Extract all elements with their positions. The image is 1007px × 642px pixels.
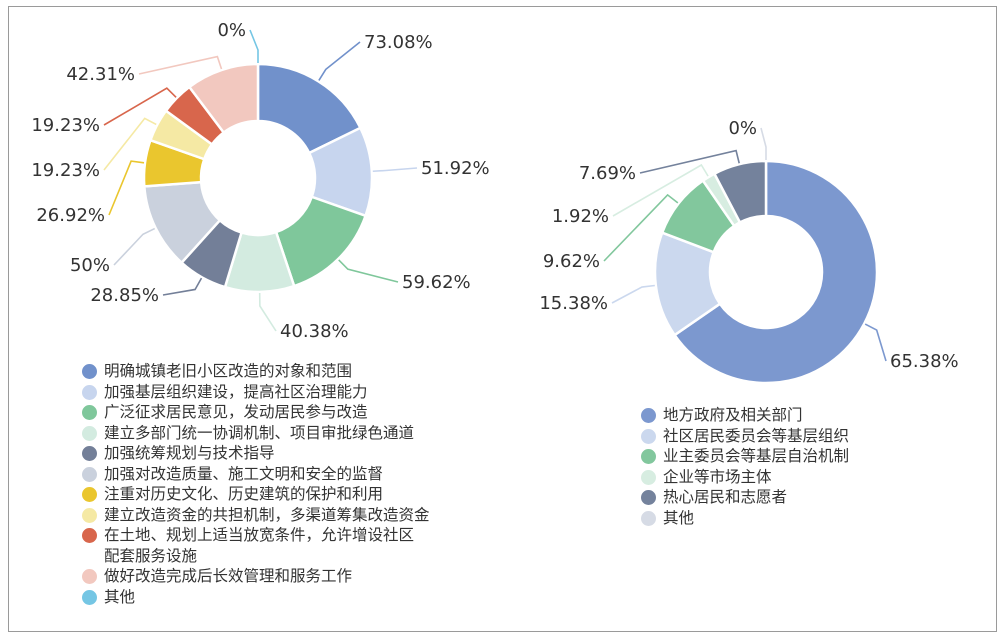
legend-item-0-10: 其他 — [82, 587, 482, 608]
legend-label: 地方政府及相关部门 — [663, 406, 803, 424]
legend-item-0-3: 建立多部门统一协调机制、项目审批绿色通道 — [82, 423, 482, 444]
legend-swatch — [82, 487, 97, 502]
legend-swatch — [82, 507, 97, 523]
legend-label: 其他 — [663, 508, 695, 527]
data-label-0-3: 40.38% — [280, 321, 349, 342]
legend-swatch — [82, 425, 97, 441]
legend-swatch — [82, 364, 97, 379]
leader-line-0-9 — [138, 55, 223, 75]
data-label-1-1: 15.38% — [539, 293, 608, 314]
legend-item-0-9: 做好改造完成后长效管理和服务工作 — [82, 566, 482, 587]
legend-right: 地方政府及相关部门社区居民委员会等基层组织 业主委员会等基层自治机制 企业等市场主体… — [641, 405, 971, 528]
legend-label: 广泛征求居民意见，发动居民参与改造 — [104, 403, 368, 421]
leader-line-1-2 — [603, 193, 679, 262]
leader-line-0-8 — [103, 87, 177, 126]
legend-item-0-5: 加强对改造质量、施工文明和安全的监督 — [82, 464, 482, 485]
legend-label: 热心居民和志愿者 — [663, 488, 788, 506]
legend-item-1-5: 其他 — [641, 508, 971, 529]
leader-line-0-4 — [162, 277, 203, 296]
leader-line-0-3 — [258, 292, 277, 332]
slice-0-9 — [187, 62, 260, 135]
legend-swatch — [82, 528, 97, 543]
data-label-0-9: 42.31% — [66, 64, 135, 85]
leader-line-1-3 — [612, 163, 709, 217]
legend-swatch — [641, 449, 656, 464]
data-label-1-4: 7.69% — [579, 163, 636, 184]
legend-label: 企业等市场主体 — [663, 467, 772, 486]
legend-label: 建立改造资金的共担机制，多渠道筹集改造资金 — [104, 505, 430, 524]
data-label-1-5: 0% — [728, 118, 757, 139]
legend-swatch — [82, 569, 97, 584]
data-label-0-10: 0% — [217, 20, 246, 41]
legend-swatch — [82, 405, 97, 420]
leader-line-0-6 — [108, 160, 145, 216]
legend-label: 社区居民委员会等基层组织 — [663, 426, 850, 445]
data-label-0-8: 19.23% — [31, 115, 100, 136]
data-label-0-0: 73.08% — [364, 32, 433, 53]
legend-label: 做好改造完成后长效管理和服务工作 — [104, 567, 353, 585]
legend-swatch — [82, 589, 97, 605]
leader-line-0-1 — [372, 167, 418, 173]
legend-label: 加强统筹规划与技术指导 — [104, 444, 275, 462]
leader-line-0-0 — [318, 41, 361, 81]
data-label-0-4: 28.85% — [90, 285, 159, 306]
data-label-1-0: 65.38% — [890, 351, 959, 372]
legend-label: 其他 — [104, 587, 136, 606]
data-label-1-2: 9.62% — [543, 251, 600, 272]
legend-item-1-0: 地方政府及相关部门 — [641, 405, 971, 426]
legend-label: 在土地、规划上适当放宽条件，允许增设社区 — [104, 526, 415, 544]
leader-line-1-1 — [611, 284, 655, 304]
legend-swatch — [641, 408, 656, 423]
legend-item-0-0: 明确城镇老旧小区改造的对象和范围 — [82, 361, 482, 382]
donut-chart-right: 65.38% 15.38% 9.62% 1.92% 7.69% 0% — [539, 118, 959, 385]
data-label-0-1: 51.92% — [421, 158, 490, 179]
slice-1-4 — [712, 159, 768, 225]
legend-swatch — [641, 510, 656, 526]
legend-swatch — [641, 490, 656, 505]
legend-label: 建立多部门统一协调机制、项目审批绿色通道 — [104, 423, 415, 442]
legend-label: 业主委员会等基层自治机制 — [663, 447, 850, 465]
data-label-0-2: 59.62% — [402, 272, 471, 293]
leader-line-0-5 — [113, 227, 156, 266]
legend-label: 加强基层组织建设，提高社区治理能力 — [104, 382, 368, 401]
legend-swatch — [82, 466, 97, 482]
legend-label: 注重对历史文化、历史建筑的保护和利用 — [104, 485, 384, 503]
legend-left: 明确城镇老旧小区改造的对象和范围 加强基层组织建设，提高社区治理能力 广泛征求居民意… — [82, 361, 482, 607]
data-label-0-5: 50% — [70, 255, 110, 276]
legend-item-0-8: 在土地、规划上适当放宽条件，允许增设社区 配套服务设施 — [82, 525, 482, 566]
legend-item-0-6: 注重对历史文化、历史建筑的保护和利用 — [82, 484, 482, 505]
leader-line-1-0 — [864, 323, 887, 362]
legend-item-0-7: 建立改造资金的共担机制，多渠道筹集改造资金 — [82, 505, 482, 526]
data-label-1-3: 1.92% — [552, 206, 609, 227]
legend-item-0-2: 广泛征求居民意见，发动居民参与改造 — [82, 402, 482, 423]
donut-chart-left: 73.08% 51.92% 59.62% 40.38% 28.85% 50% 26.92% 1… — [31, 20, 489, 342]
legend-swatch — [641, 428, 656, 444]
legend-item-1-1: 社区居民委员会等基层组织 — [641, 426, 971, 447]
legend-item-1-3: 企业等市场主体 — [641, 467, 971, 488]
leader-line-0-10 — [249, 29, 259, 63]
legend-swatch — [82, 384, 97, 400]
legend-swatch — [641, 469, 656, 485]
legend-item-0-1: 加强基层组织建设，提高社区治理能力 — [82, 382, 482, 403]
legend-label: 配套服务设施 — [104, 546, 198, 565]
leader-line-0-2 — [338, 259, 399, 283]
legend-label: 明确城镇老旧小区改造的对象和范围 — [104, 362, 353, 380]
leader-line-0-7 — [103, 117, 157, 171]
slice-1-0 — [672, 159, 879, 385]
legend-label: 加强对改造质量、施工文明和安全的监督 — [104, 464, 384, 483]
legend-item-0-4: 加强统筹规划与技术指导 — [82, 443, 482, 464]
leader-line-1-4 — [639, 149, 740, 174]
data-label-0-7: 19.23% — [31, 160, 100, 181]
chart-frame — [8, 6, 997, 632]
legend-item-1-4: 热心居民和志愿者 — [641, 487, 971, 508]
legend-item-1-2: 业主委员会等基层自治机制 — [641, 446, 971, 467]
data-label-0-6: 26.92% — [36, 205, 105, 226]
leader-line-1-5 — [760, 127, 767, 160]
legend-swatch — [82, 446, 97, 461]
